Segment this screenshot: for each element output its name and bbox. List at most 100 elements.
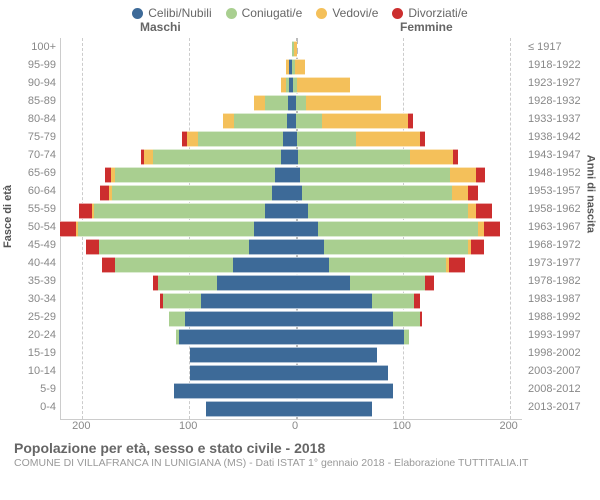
- pyramid-row: [61, 95, 522, 111]
- bar-widowed: [223, 113, 234, 129]
- age-label: 90-94: [14, 74, 56, 92]
- pyramid-row: [61, 113, 522, 129]
- pyramid-row: [61, 383, 522, 399]
- male-half: [206, 401, 291, 417]
- bar-married: [308, 203, 468, 219]
- bar-divorced: [484, 221, 500, 237]
- bar-single: [292, 275, 351, 291]
- bar-divorced: [453, 149, 458, 165]
- legend-label: Vedovi/e: [332, 6, 378, 20]
- pyramid-row: [61, 257, 522, 273]
- bar-single: [292, 221, 319, 237]
- female-half: [292, 347, 377, 363]
- bar-divorced: [86, 239, 99, 255]
- bar-widowed: [187, 131, 198, 147]
- male-half: [254, 95, 291, 111]
- pyramid-row: [61, 59, 522, 75]
- x-tick: 200: [499, 420, 517, 432]
- bar-single: [249, 239, 292, 255]
- bar-married: [115, 257, 233, 273]
- bar-single: [275, 167, 291, 183]
- bar-divorced: [414, 293, 419, 309]
- legend-item: Coniugati/e: [226, 6, 303, 20]
- female-half: [292, 275, 434, 291]
- male-half: [223, 113, 291, 129]
- male-half: [281, 77, 292, 93]
- bar-single: [292, 185, 303, 201]
- female-half: [292, 221, 500, 237]
- bar-widowed: [294, 41, 297, 57]
- age-label: 5-9: [14, 380, 56, 398]
- pyramid-row: [61, 329, 522, 345]
- female-half: [292, 149, 459, 165]
- bar-divorced: [449, 257, 465, 273]
- chart-area: Fasce di età Anni di nascita 100+95-9990…: [0, 38, 600, 436]
- bar-single: [272, 185, 291, 201]
- female-half: [292, 167, 485, 183]
- bar-single: [292, 257, 329, 273]
- female-half: [292, 41, 297, 57]
- bar-widowed: [452, 185, 468, 201]
- pyramid-row: [61, 401, 522, 417]
- year-label: 1933-1937: [528, 110, 588, 128]
- pyramid-row: [61, 41, 522, 57]
- bar-single: [292, 167, 301, 183]
- bar-married: [153, 149, 281, 165]
- bar-married: [115, 167, 275, 183]
- age-label: 95-99: [14, 56, 56, 74]
- bar-single: [233, 257, 292, 273]
- age-label: 35-39: [14, 272, 56, 290]
- female-half: [292, 293, 420, 309]
- female-half: [292, 401, 372, 417]
- legend-swatch-married: [226, 8, 237, 19]
- bar-widowed: [410, 149, 453, 165]
- pyramid-row: [61, 239, 522, 255]
- pyramid-row: [61, 221, 522, 237]
- male-header: Maschi: [140, 20, 181, 34]
- bar-married: [393, 311, 420, 327]
- bar-single: [206, 401, 291, 417]
- bar-divorced: [102, 257, 115, 273]
- bar-single: [292, 329, 404, 345]
- legend-item: Celibi/Nubili: [132, 6, 211, 20]
- bar-married: [78, 221, 254, 237]
- bar-married: [198, 131, 283, 147]
- male-half: [105, 167, 292, 183]
- bar-married: [297, 131, 356, 147]
- bar-married: [404, 329, 409, 345]
- year-label: 1958-1962: [528, 200, 588, 218]
- legend: Celibi/Nubili Coniugati/e Vedovi/e Divor…: [0, 0, 600, 20]
- x-tick: 100: [393, 420, 411, 432]
- year-label: 1923-1927: [528, 74, 588, 92]
- pyramid-row: [61, 293, 522, 309]
- male-half: [79, 203, 292, 219]
- legend-label: Celibi/Nubili: [148, 6, 211, 20]
- female-half: [292, 77, 351, 93]
- male-half: [141, 149, 292, 165]
- bar-married: [300, 167, 450, 183]
- bar-single: [283, 131, 292, 147]
- bar-single: [292, 383, 393, 399]
- pyramid-row: [61, 185, 522, 201]
- age-label: 55-59: [14, 200, 56, 218]
- year-label: 1993-1997: [528, 326, 588, 344]
- bar-single: [292, 365, 388, 381]
- male-half: [174, 383, 292, 399]
- bar-widowed: [356, 131, 420, 147]
- bar-single: [292, 239, 324, 255]
- age-label: 65-69: [14, 164, 56, 182]
- age-label: 25-29: [14, 308, 56, 326]
- female-half: [292, 185, 479, 201]
- year-label: 1948-1952: [528, 164, 588, 182]
- female-header: Femmine: [400, 20, 453, 34]
- bar-single: [292, 293, 372, 309]
- male-half: [176, 329, 291, 345]
- year-label: 1998-2002: [528, 344, 588, 362]
- male-half: [169, 311, 292, 327]
- legend-item: Divorziati/e: [392, 6, 467, 20]
- year-label: 1983-1987: [528, 290, 588, 308]
- age-labels: 100+95-9990-9485-8980-8475-7970-7465-696…: [14, 38, 60, 436]
- male-half: [86, 239, 291, 255]
- male-half: [190, 365, 291, 381]
- bar-widowed: [468, 203, 477, 219]
